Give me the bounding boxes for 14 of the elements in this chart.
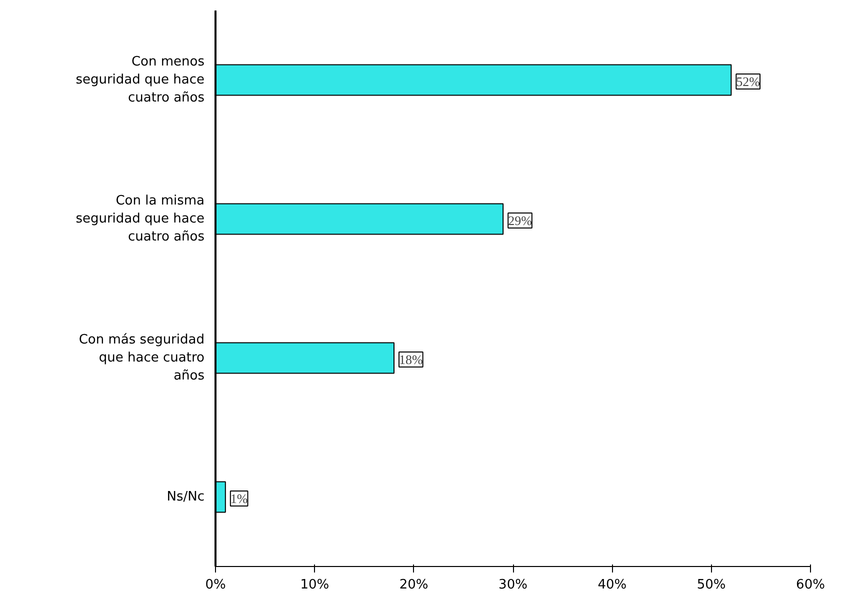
data-label: 52% [736, 74, 760, 89]
x-tick-label: 0% [205, 578, 226, 592]
y-tick-label: Ns/Nc [166, 490, 204, 504]
x-tick-label: 20% [399, 578, 428, 592]
x-tick-label: 30% [498, 578, 528, 592]
x-tick-label: 10% [300, 578, 330, 592]
y-tick-label: Con menos seguridad que hace cuatro años [76, 54, 205, 106]
y-tick-label: Con la misma seguridad que hace cuatro años [76, 194, 205, 244]
data-label: 18% [399, 352, 423, 367]
x-tick-label: 50% [696, 578, 726, 592]
data-label: 29% [508, 213, 532, 228]
x-tick-label: 40% [598, 578, 627, 592]
y-tick-label: Con más seguridad que hace cuatro años [78, 332, 205, 384]
x-tick-label: 60% [796, 578, 825, 592]
